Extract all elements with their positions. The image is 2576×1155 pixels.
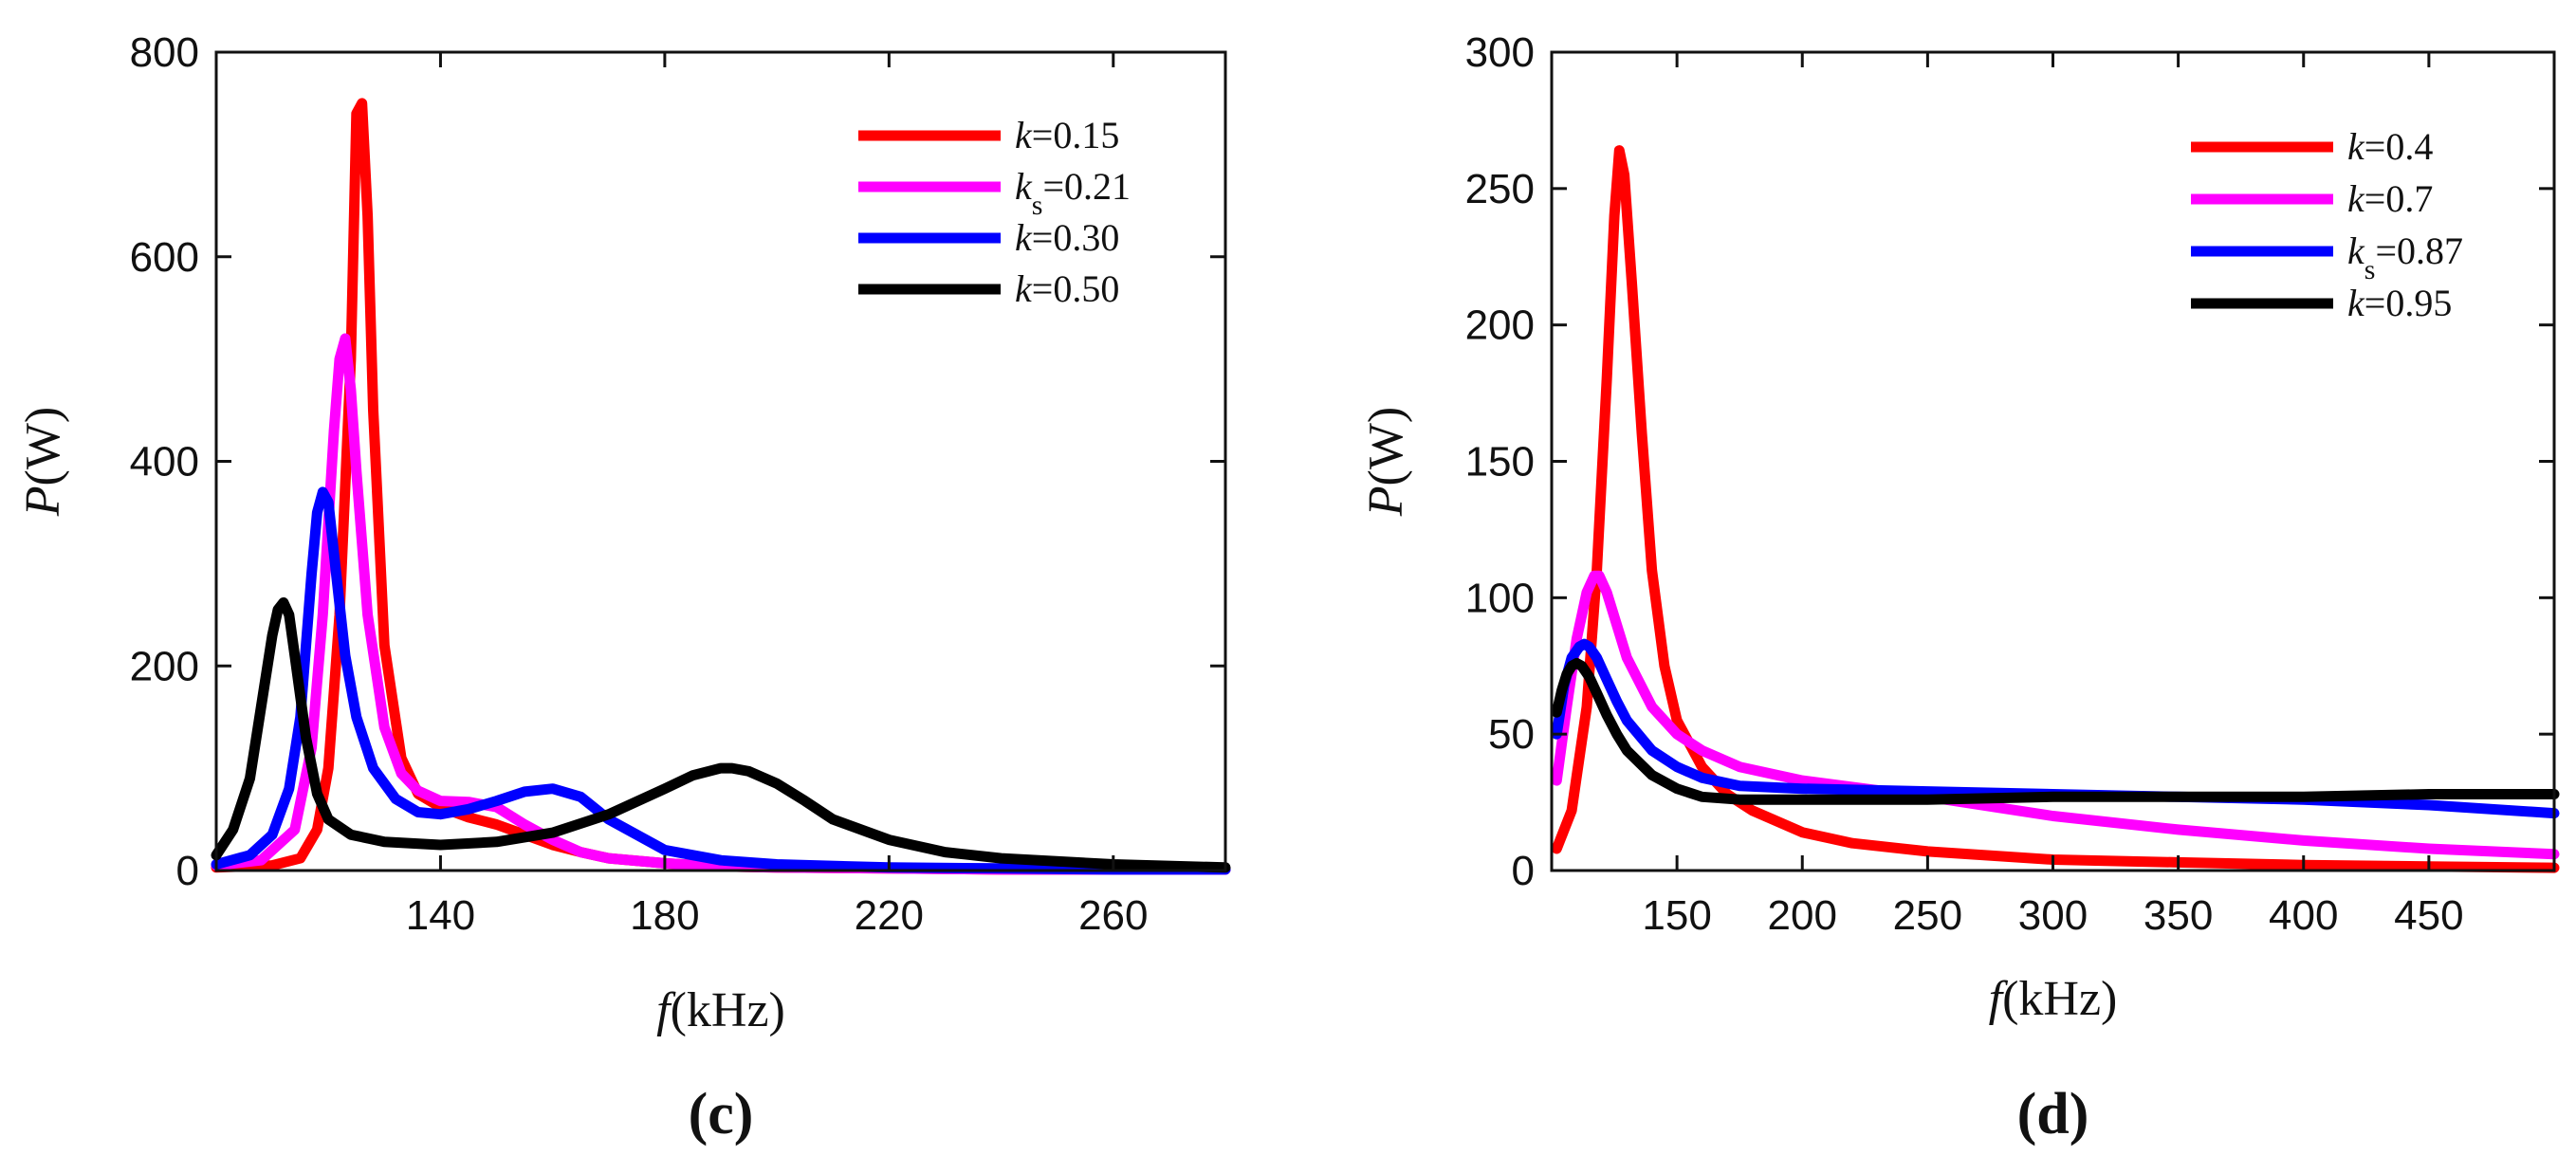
legend-var: k — [2347, 125, 2365, 168]
y-tick-label: 300 — [1465, 29, 1535, 76]
legend-var: k — [2347, 229, 2365, 272]
axis-ticks: 0 200 400 600 800 140 180 220 260 — [130, 29, 1225, 939]
legend-value: =0.87 — [2375, 229, 2463, 272]
y-tick-label: 50 — [1488, 711, 1535, 758]
series-line-3 — [1551, 638, 2560, 819]
legend-value: =0.50 — [1032, 267, 1120, 310]
legend-subscript: s — [2364, 254, 2376, 285]
legend-value: =0.95 — [2364, 282, 2453, 324]
legend-label: ks=0.21 — [1015, 165, 1131, 221]
y-axis-var: P — [1359, 486, 1413, 517]
legend-var: k — [1015, 114, 1033, 156]
x-tick-label: 300 — [2018, 892, 2088, 939]
legend-label: k=0.4 — [2347, 125, 2433, 168]
series-line-2 — [1551, 570, 2560, 860]
y-axis-var: P — [16, 486, 70, 517]
legend-var: k — [2347, 177, 2365, 220]
x-tick-label: 180 — [630, 892, 699, 939]
legend-var: k — [1015, 165, 1033, 208]
panel-label: (c) — [689, 1082, 754, 1146]
plot-lines — [211, 98, 1231, 875]
legend: k=0.4k=0.7ks=0.87k=0.95 — [2191, 125, 2463, 324]
series-line-2 — [211, 333, 1231, 875]
legend-var: k — [1015, 216, 1033, 259]
plot-lines — [1551, 145, 2560, 873]
series-line-3 — [211, 486, 1231, 875]
panel-label: (d) — [2017, 1082, 2089, 1146]
x-tick-label: 220 — [855, 892, 924, 939]
series-line-4 — [1551, 657, 2560, 805]
legend-subscript: s — [1032, 190, 1043, 221]
series-line-4 — [211, 596, 1231, 873]
legend-value: =0.4 — [2364, 125, 2434, 168]
legend-value: =0.21 — [1042, 165, 1131, 208]
y-tick-label: 400 — [130, 439, 199, 486]
y-tick-label: 150 — [1465, 439, 1535, 486]
x-tick-label: 450 — [2394, 892, 2463, 939]
x-axis-unit: (kHz) — [671, 983, 785, 1037]
axis-ticks: 0 50 100 150 200 250 300 150 200 250 300 350 400 450 — [1465, 29, 2554, 939]
x-tick-label: 250 — [1893, 892, 1962, 939]
legend-value: =0.30 — [1032, 216, 1120, 259]
legend-var: k — [2347, 282, 2365, 324]
x-axis-label: f(kHz) — [1989, 972, 2118, 1026]
legend-label: k=0.50 — [1015, 267, 1119, 310]
x-axis-label: f(kHz) — [656, 983, 785, 1037]
y-tick-label: 250 — [1465, 166, 1535, 212]
legend-label: k=0.30 — [1015, 216, 1119, 259]
legend-label: ks=0.87 — [2347, 229, 2463, 285]
y-tick-label: 0 — [176, 848, 199, 894]
y-tick-label: 800 — [130, 29, 199, 76]
x-tick-label: 150 — [1642, 892, 1711, 939]
y-axis-unit: (W) — [1359, 407, 1413, 486]
x-tick-label: 350 — [2144, 892, 2213, 939]
y-axis-label: P(W) — [1359, 407, 1413, 517]
legend-value: =0.7 — [2364, 177, 2434, 220]
legend-label: k=0.95 — [2347, 282, 2452, 324]
y-tick-label: 0 — [1512, 848, 1535, 894]
legend-var: k — [1015, 267, 1033, 310]
legend-label: k=0.7 — [2347, 177, 2433, 220]
x-tick-label: 140 — [406, 892, 475, 939]
x-tick-label: 260 — [1078, 892, 1148, 939]
y-tick-label: 600 — [130, 234, 199, 281]
y-tick-label: 200 — [1465, 302, 1535, 349]
y-axis-label: P(W) — [16, 407, 70, 517]
y-axis-unit: (W) — [16, 407, 70, 486]
legend-label: k=0.15 — [1015, 114, 1119, 156]
series-line-1 — [1551, 145, 2560, 873]
y-tick-label: 100 — [1465, 575, 1535, 621]
x-tick-label: 200 — [1768, 892, 1837, 939]
x-tick-label: 400 — [2269, 892, 2338, 939]
y-tick-label: 200 — [130, 643, 199, 689]
legend-value: =0.15 — [1032, 114, 1120, 156]
x-axis-unit: (kHz) — [2002, 972, 2117, 1026]
